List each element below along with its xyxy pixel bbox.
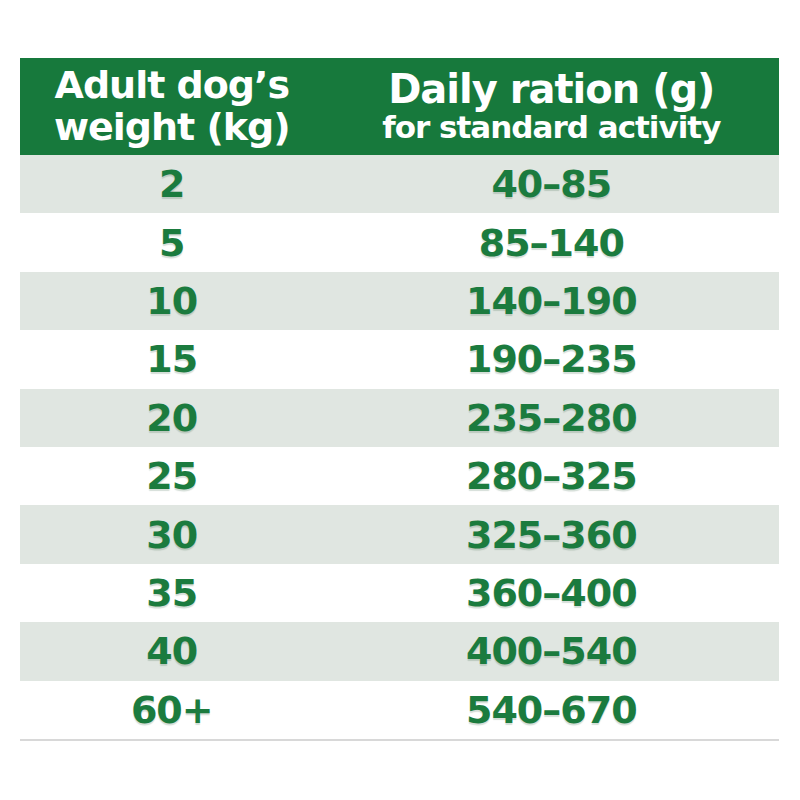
table-row: 20 235–280 — [20, 389, 779, 447]
weight-cell: 15 — [20, 337, 324, 381]
ration-cell: 40–85 — [324, 162, 779, 206]
ration-cell: 85–140 — [324, 221, 779, 265]
weight-cell: 30 — [20, 513, 324, 557]
table-row: 2 40–85 — [20, 155, 779, 213]
table-header-row: Adult dog’s weight (kg) Daily ration (g)… — [20, 58, 779, 155]
ration-cell: 235–280 — [324, 396, 779, 440]
table-row: 5 85–140 — [20, 213, 779, 271]
weight-cell: 2 — [20, 162, 324, 206]
ration-cell: 400–540 — [324, 629, 779, 673]
weight-cell: 60+ — [20, 688, 324, 732]
ration-cell: 140–190 — [324, 279, 779, 323]
ration-cell: 325–360 — [324, 513, 779, 557]
header-ration-column: Daily ration (g) for standard activity — [324, 68, 779, 144]
ration-cell: 540–670 — [324, 688, 779, 732]
weight-cell: 40 — [20, 629, 324, 673]
feeding-guide-table: Adult dog’s weight (kg) Daily ration (g)… — [20, 58, 779, 741]
table-row: 15 190–235 — [20, 330, 779, 388]
header-weight-line2: weight (kg) — [20, 107, 324, 148]
header-ration-subtitle: for standard activity — [324, 110, 779, 144]
weight-cell: 5 — [20, 221, 324, 265]
table-row: 25 280–325 — [20, 447, 779, 505]
table-row: 35 360–400 — [20, 564, 779, 622]
weight-cell: 20 — [20, 396, 324, 440]
table-row: 40 400–540 — [20, 622, 779, 680]
table-body: 2 40–85 5 85–140 10 140–190 15 190–235 2… — [20, 155, 779, 739]
ration-cell: 280–325 — [324, 454, 779, 498]
weight-cell: 10 — [20, 279, 324, 323]
header-weight-column: Adult dog’s weight (kg) — [20, 65, 324, 147]
weight-cell: 35 — [20, 571, 324, 615]
header-ration-title: Daily ration (g) — [324, 68, 779, 110]
table-row: 10 140–190 — [20, 272, 779, 330]
table-row: 60+ 540–670 — [20, 681, 779, 739]
header-weight-line1: Adult dog’s — [20, 65, 324, 106]
table-row: 30 325–360 — [20, 505, 779, 563]
ration-cell: 190–235 — [324, 337, 779, 381]
weight-cell: 25 — [20, 454, 324, 498]
ration-cell: 360–400 — [324, 571, 779, 615]
